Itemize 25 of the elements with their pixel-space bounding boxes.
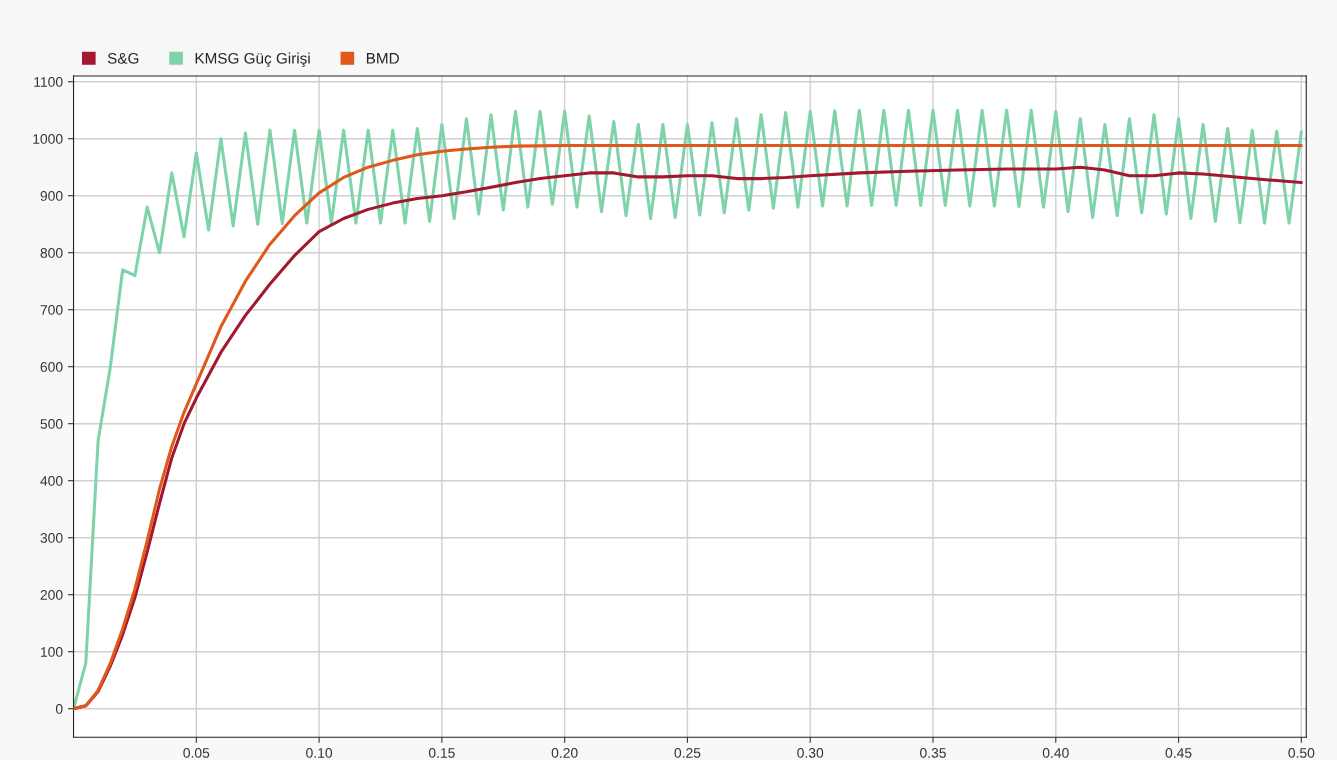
legend-label: BMD: [366, 53, 399, 64]
x-tick-label: 0.50: [1288, 747, 1315, 758]
y-tick-label: 1000: [33, 134, 63, 144]
y-tick-label: 800: [40, 248, 63, 258]
y-tick-label: 400: [40, 476, 63, 486]
legend-label: S&G: [107, 52, 139, 64]
x-tick-label: 0.40: [1042, 747, 1069, 758]
y-tick-label: 300: [40, 533, 63, 543]
x-tick-label: 0.15: [428, 747, 455, 758]
x-tick-label: 0.10: [306, 747, 333, 758]
y-tick-label: 900: [40, 191, 63, 201]
y-tick-label: 200: [40, 590, 63, 600]
y-tick-label: 0: [55, 704, 63, 714]
y-tick-label: 1100: [34, 77, 63, 87]
x-tick-label: 0.25: [674, 747, 701, 758]
x-tick-label: 0.45: [1165, 747, 1192, 758]
x-tick-label: 0.20: [551, 747, 578, 758]
y-tick-label: 500: [40, 419, 63, 429]
x-tick-label: 0.35: [920, 747, 946, 758]
x-tick-label: 0.30: [797, 747, 824, 758]
y-tick-label: 100: [41, 647, 63, 657]
y-tick-label: 600: [40, 362, 63, 372]
legend-label: KMSG Güç Girişi: [195, 52, 310, 67]
y-tick-label: 700: [40, 305, 63, 315]
x-tick-label: 0.05: [183, 747, 210, 758]
